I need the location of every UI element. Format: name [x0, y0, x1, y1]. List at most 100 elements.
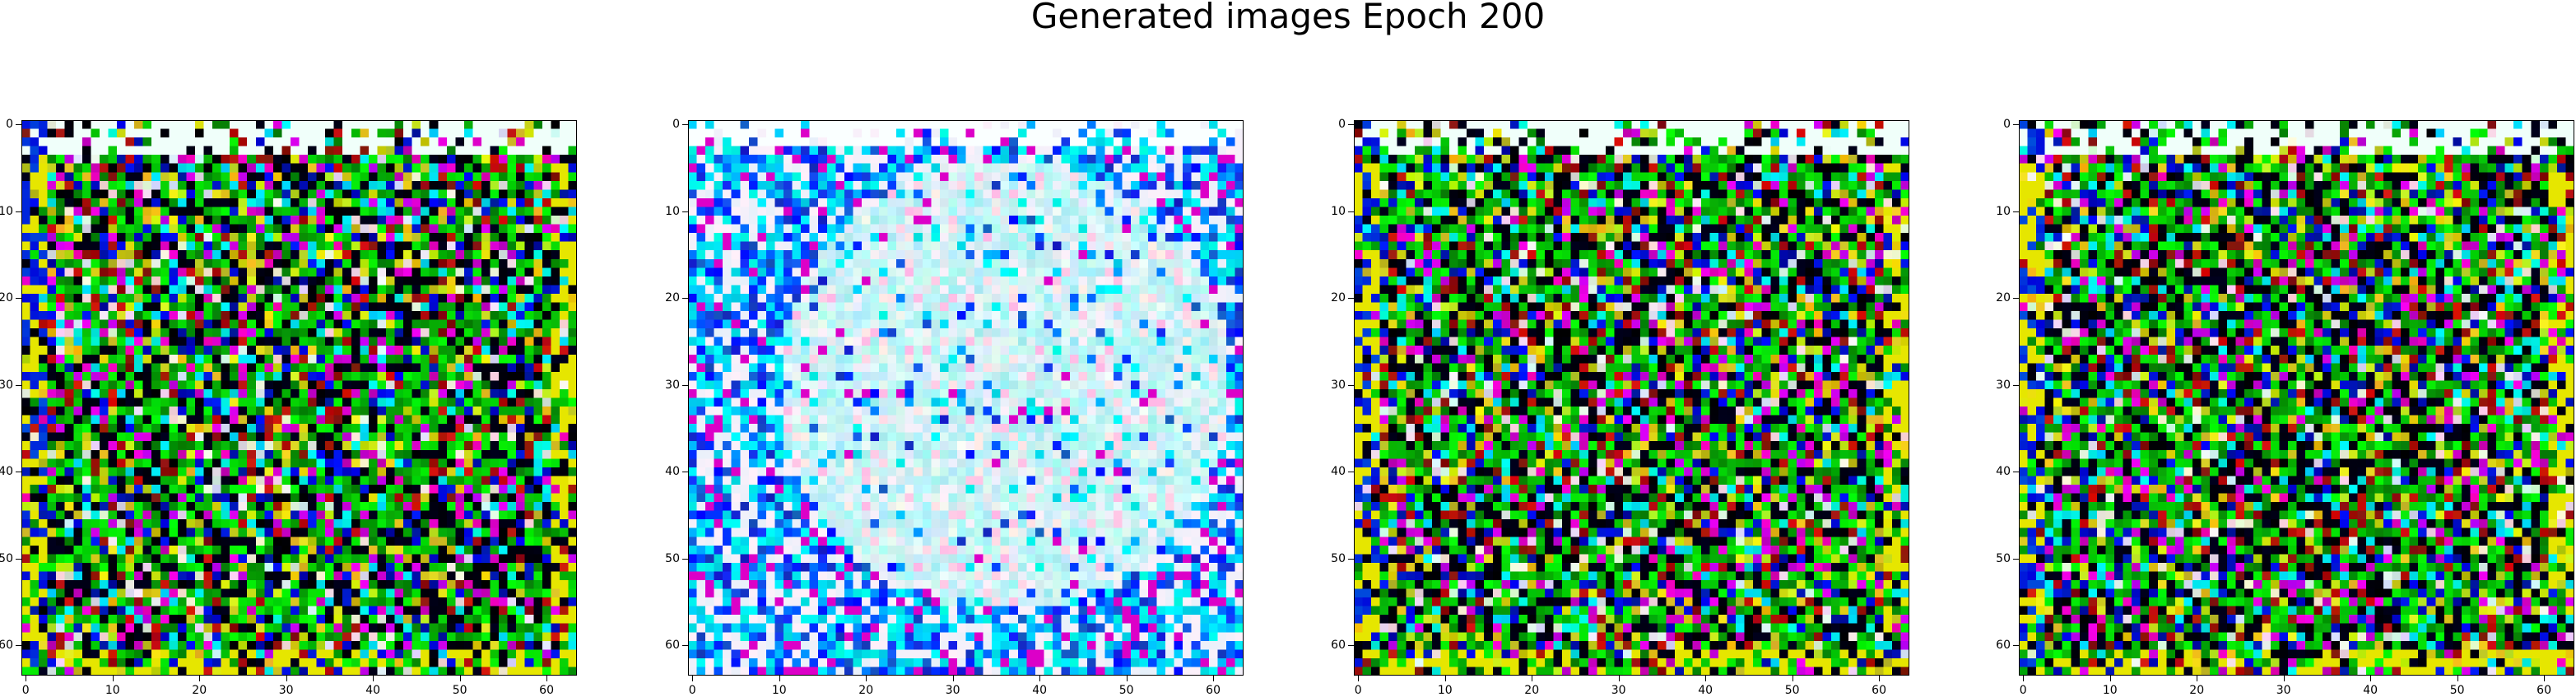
y-tick-mark — [16, 384, 21, 386]
x-tick-mark — [2370, 676, 2372, 681]
x-tick-label: 0 — [688, 684, 696, 697]
image-panel-3: 0 10 20 30 40 50 60 0 10 20 30 40 50 60 — [1331, 118, 1909, 697]
y-tick-mark — [682, 211, 688, 212]
y-tick-label: 10 — [1331, 204, 1346, 218]
x-tick-label: 30 — [278, 684, 294, 697]
y-tick-label: 50 — [665, 551, 680, 565]
image-panel-4: 0 10 20 30 40 50 60 0 10 20 30 40 50 60 — [1996, 118, 2574, 697]
generated-image-3 — [1354, 120, 1909, 676]
y-tick-label: 30 — [1331, 378, 1346, 392]
x-tick-label: 40 — [2363, 684, 2378, 697]
y-tick-label: 30 — [0, 378, 13, 392]
y-tick-label: 60 — [665, 639, 680, 653]
y-tick-label: 60 — [1996, 639, 2011, 653]
y-tick-mark — [1348, 298, 1354, 300]
y-tick-label: 10 — [0, 204, 13, 218]
x-tick-mark — [2023, 676, 2025, 681]
x-tick-mark — [692, 676, 694, 681]
x-tick-mark — [1879, 676, 1881, 681]
y-tick-mark — [682, 298, 688, 300]
x-tick-label: 20 — [858, 684, 874, 697]
y-tick-mark — [16, 298, 21, 300]
y-tick-mark — [682, 645, 688, 647]
x-tick-mark — [866, 676, 867, 681]
y-tick-label: 0 — [1338, 118, 1346, 132]
x-tick-label: 50 — [1784, 684, 1800, 697]
x-tick-mark — [2283, 676, 2285, 681]
x-tick-label: 50 — [452, 684, 467, 697]
image-panel-1: 0 10 20 30 40 50 60 0 10 20 30 40 50 60 — [0, 118, 577, 697]
y-tick-mark — [682, 558, 688, 560]
x-tick-label: 10 — [105, 684, 120, 697]
y-tick-mark — [1348, 645, 1354, 647]
y-tick-mark — [682, 384, 688, 386]
x-tick-mark — [1705, 676, 1707, 681]
x-tick-label: 0 — [1354, 684, 1362, 697]
x-tick-label: 60 — [2536, 684, 2551, 697]
y-tick-label: 20 — [1331, 291, 1346, 305]
x-tick-mark — [459, 676, 461, 681]
y-tick-label: 60 — [0, 639, 13, 653]
x-tick-label: 60 — [1206, 684, 1221, 697]
x-tick-mark — [373, 676, 374, 681]
x-tick-mark — [1126, 676, 1128, 681]
x-tick-label: 10 — [1437, 684, 1453, 697]
y-tick-label: 0 — [672, 118, 680, 132]
y-tick-label: 50 — [0, 551, 13, 565]
x-tick-mark — [1618, 676, 1620, 681]
x-tick-mark — [1358, 676, 1360, 681]
y-tick-label: 20 — [0, 291, 13, 305]
x-tick-label: 20 — [1524, 684, 1540, 697]
y-tick-mark — [16, 124, 21, 126]
x-tick-label: 60 — [1872, 684, 1886, 697]
x-tick-label: 30 — [1611, 684, 1626, 697]
x-tick-mark — [779, 676, 780, 681]
y-tick-mark — [2013, 645, 2019, 647]
y-tick-label: 30 — [665, 378, 680, 392]
y-tick-mark — [2013, 298, 2019, 300]
x-tick-label: 50 — [2449, 684, 2465, 697]
y-tick-label: 50 — [1996, 551, 2011, 565]
x-tick-mark — [1213, 676, 1215, 681]
y-tick-mark — [2013, 558, 2019, 560]
x-tick-mark — [546, 676, 548, 681]
x-tick-label: 40 — [1698, 684, 1713, 697]
x-tick-label: 60 — [539, 684, 554, 697]
x-tick-mark — [1039, 676, 1041, 681]
image-panel-2: 0 10 20 30 40 50 60 0 10 20 30 40 50 60 — [665, 118, 1244, 697]
x-tick-label: 30 — [945, 684, 960, 697]
generated-image-4 — [2019, 120, 2574, 676]
y-tick-label: 50 — [1331, 551, 1346, 565]
x-tick-mark — [199, 676, 201, 681]
x-tick-label: 20 — [2189, 684, 2205, 697]
x-tick-label: 10 — [2102, 684, 2118, 697]
figure-title: Generated images Epoch 200 — [1030, 0, 1546, 36]
y-tick-mark — [1348, 211, 1354, 212]
y-tick-label: 20 — [1996, 291, 2011, 305]
x-tick-label: 20 — [192, 684, 207, 697]
y-tick-mark — [16, 645, 21, 647]
y-tick-mark — [16, 211, 21, 212]
y-tick-mark — [2013, 384, 2019, 386]
generated-image-1 — [21, 120, 577, 676]
y-tick-label: 0 — [6, 118, 13, 132]
y-tick-label: 30 — [1996, 378, 2011, 392]
y-tick-mark — [16, 558, 21, 560]
generated-image-2 — [688, 120, 1244, 676]
x-tick-mark — [2109, 676, 2111, 681]
y-tick-label: 40 — [1996, 465, 2011, 479]
x-tick-label: 10 — [771, 684, 787, 697]
y-tick-label: 10 — [1996, 204, 2011, 218]
x-tick-mark — [2457, 676, 2458, 681]
x-tick-mark — [2544, 676, 2546, 681]
x-tick-label: 40 — [365, 684, 381, 697]
y-tick-mark — [1348, 558, 1354, 560]
y-tick-label: 40 — [665, 465, 680, 479]
y-tick-mark — [682, 124, 688, 126]
x-tick-mark — [1444, 676, 1446, 681]
x-tick-label: 0 — [2019, 684, 2027, 697]
y-tick-label: 40 — [1331, 465, 1346, 479]
y-tick-label: 20 — [665, 291, 680, 305]
y-tick-mark — [2013, 124, 2019, 126]
y-tick-mark — [1348, 124, 1354, 126]
